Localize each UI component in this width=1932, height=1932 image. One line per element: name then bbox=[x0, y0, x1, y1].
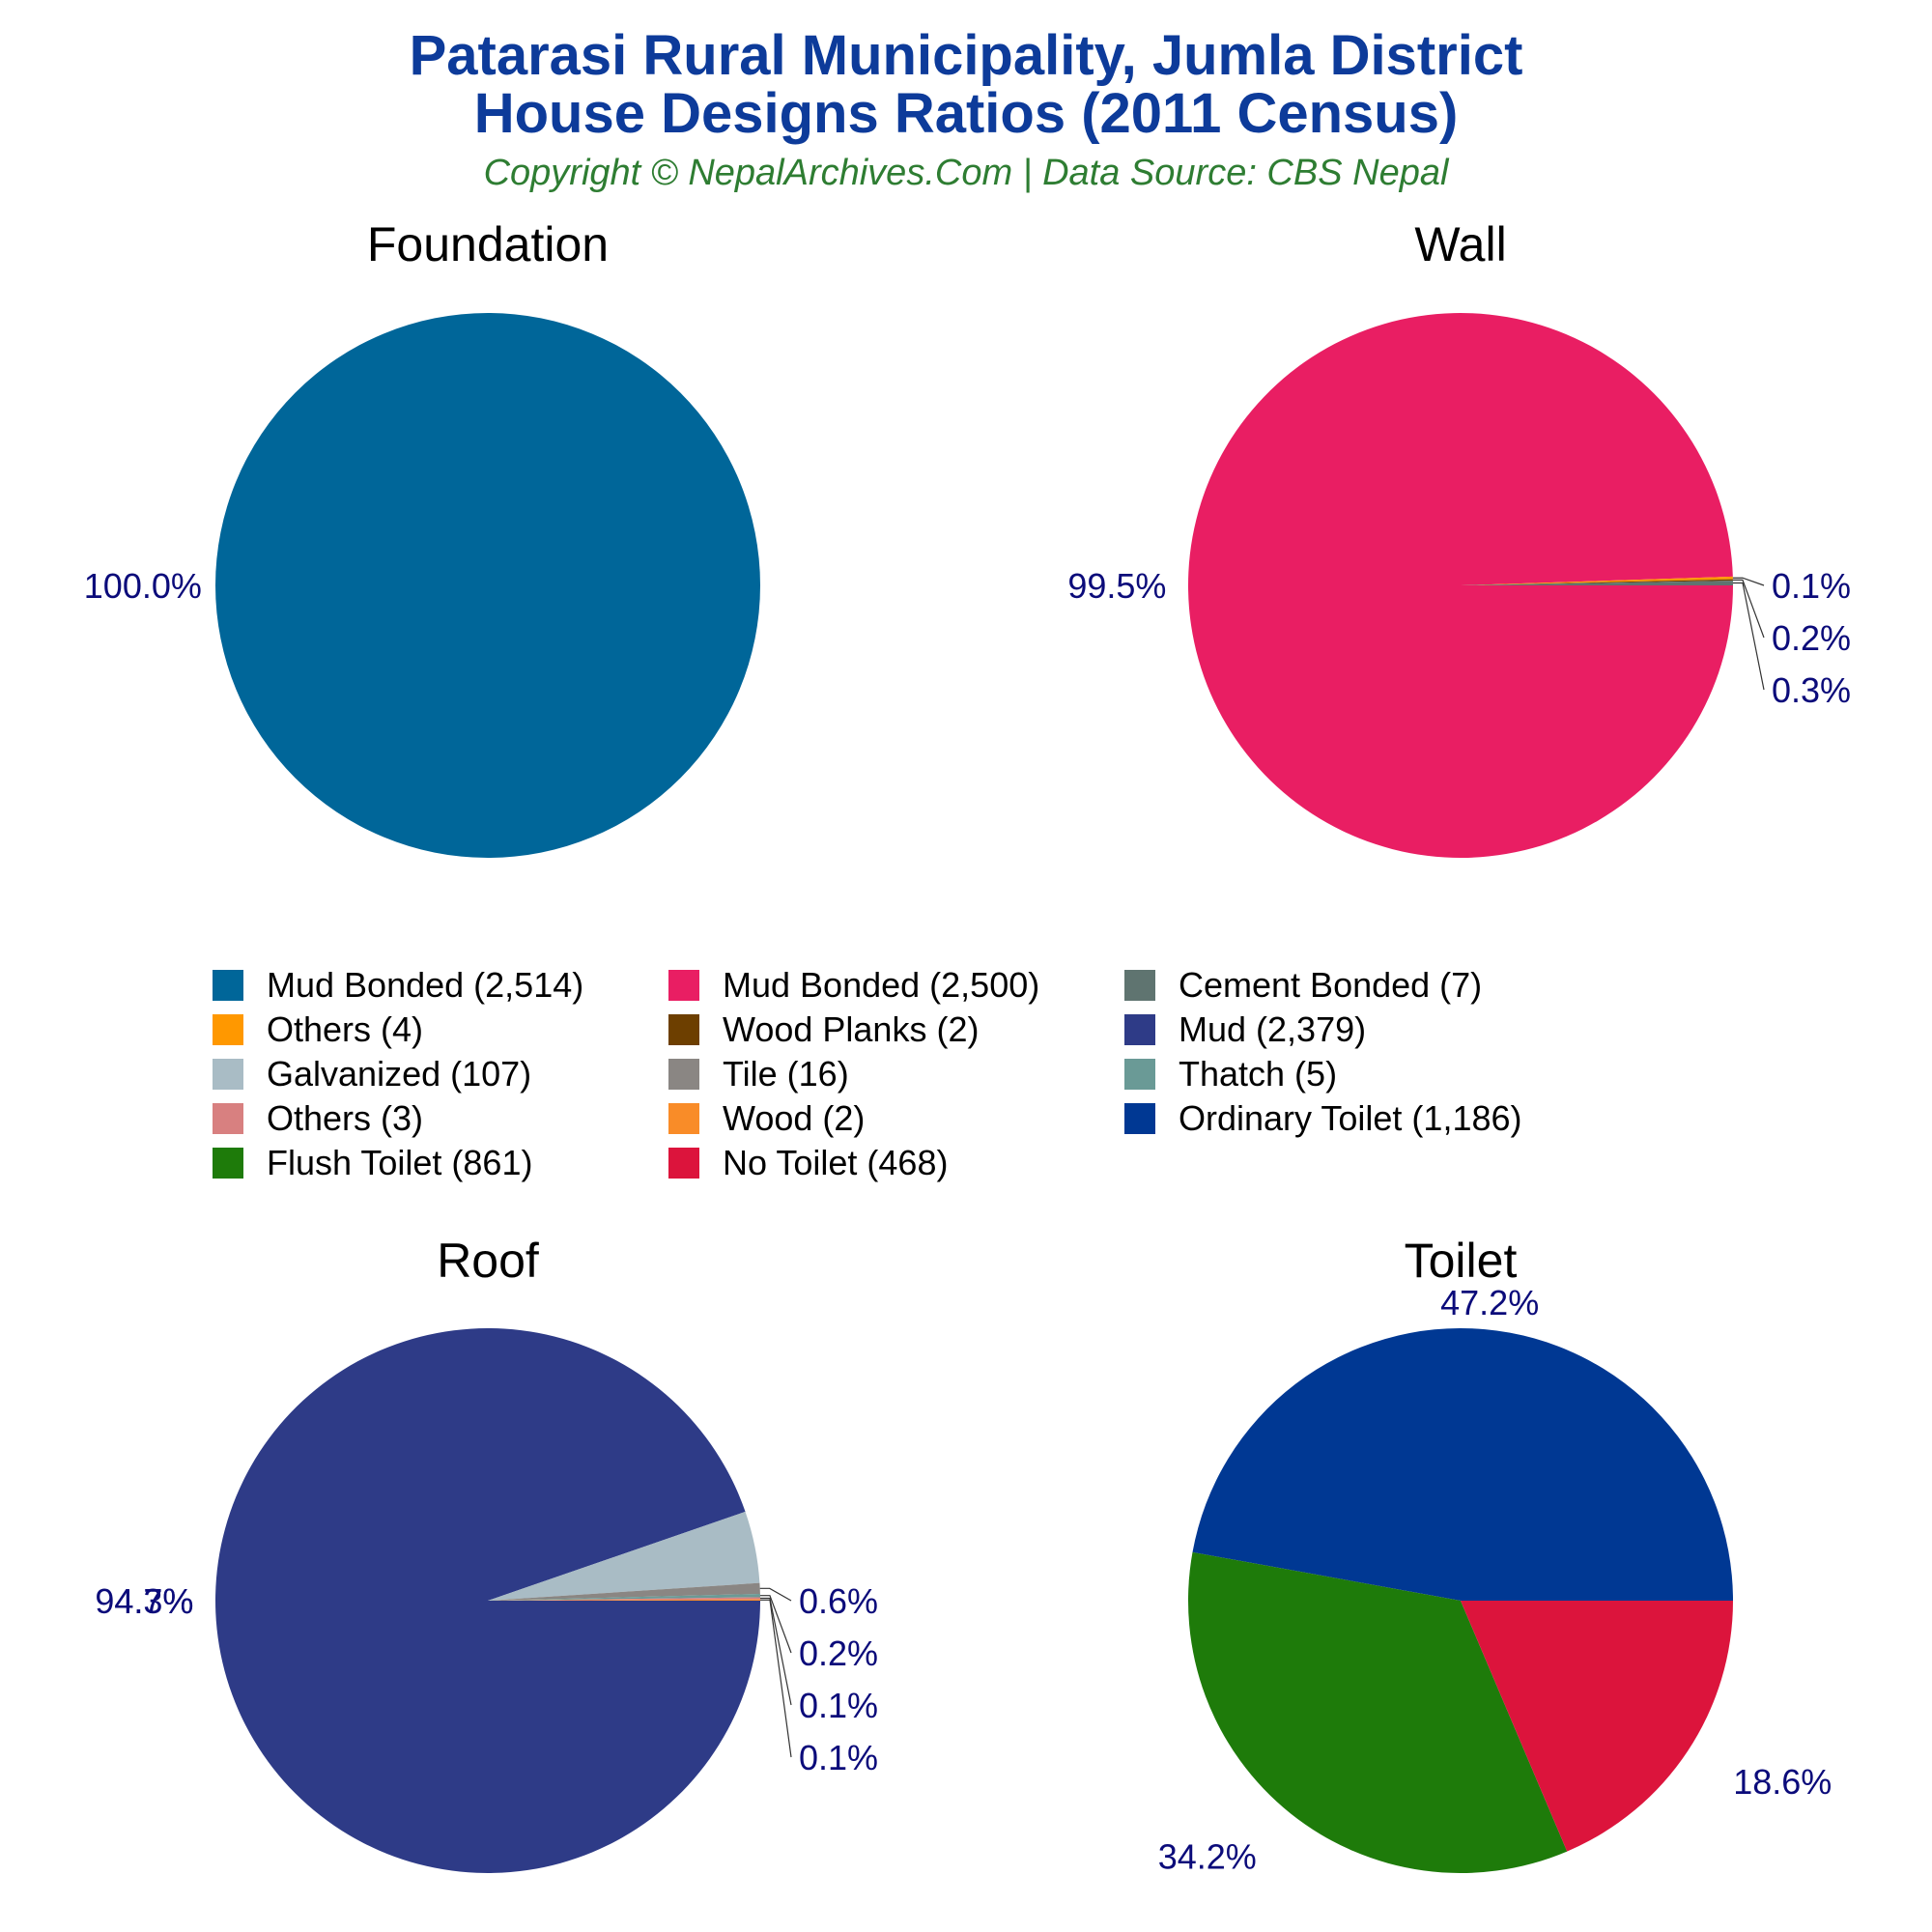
pct-label-foundation-mud-bonded: 100.0% bbox=[84, 566, 202, 606]
pie-title-roof: Roof bbox=[437, 1234, 539, 1288]
legend-label: Mud Bonded (2,500) bbox=[723, 965, 1040, 1005]
legend-label: Wood (2) bbox=[723, 1098, 866, 1138]
pct-label-toilet-flush-toilet: 34.2% bbox=[1158, 1836, 1257, 1876]
pie-roof: Roof 94.7%4.3% 0.6% 0.2% 0.1% 0.1% bbox=[95, 1234, 878, 1873]
legend-item: Others (3) bbox=[213, 1097, 423, 1140]
pie-wall: Wall 99.5% 0.1% 0.2% 0.3% bbox=[1067, 217, 1851, 859]
pct-label-toilet-ordinary-toilet: 47.2% bbox=[1440, 1283, 1539, 1322]
legend-swatch bbox=[1124, 1014, 1155, 1045]
legend-item: Tile (16) bbox=[668, 1053, 849, 1095]
pct-label-roof-thatch: 0.2% bbox=[799, 1634, 878, 1673]
pie-slice-roof-tile bbox=[488, 1582, 760, 1601]
legend-swatch bbox=[1124, 1103, 1155, 1134]
legend-label: Others (4) bbox=[267, 1009, 424, 1049]
legend-label: Ordinary Toilet (1,186) bbox=[1179, 1098, 1522, 1138]
pie-slice-roof-galvanized bbox=[488, 1511, 760, 1601]
legend-swatch bbox=[213, 1059, 243, 1090]
legend-label: Wood Planks (2) bbox=[723, 1009, 980, 1049]
leader-line bbox=[1732, 582, 1765, 691]
legend-item: Mud Bonded (2,514) bbox=[213, 964, 583, 1007]
legend-swatch bbox=[213, 1148, 243, 1179]
leader-line bbox=[1732, 579, 1765, 639]
leader-line bbox=[1732, 577, 1765, 586]
leader-line bbox=[759, 1599, 792, 1758]
pie-slice-toilet-no-toilet bbox=[1461, 1601, 1733, 1852]
pie-foundation: Foundation 100.0% bbox=[84, 217, 760, 858]
legend-label: Others (3) bbox=[267, 1098, 424, 1138]
pct-label-wall-wood-planks: 0.2% bbox=[1772, 618, 1851, 658]
pct-label-roof-others: 0.1% bbox=[799, 1686, 878, 1725]
legend-label: Mud (2,379) bbox=[1179, 1009, 1367, 1049]
pie-slice-wall-wood-planks bbox=[1461, 579, 1733, 585]
pie-slice-roof-others bbox=[488, 1597, 760, 1601]
chart-subtitle: Copyright © NepalArchives.Com | Data Sou… bbox=[483, 153, 1449, 193]
legend-label: Thatch (5) bbox=[1179, 1054, 1338, 1094]
legend-swatch bbox=[213, 1014, 243, 1045]
pie-slice-toilet-flush-toilet bbox=[1188, 1551, 1568, 1873]
legend-swatch bbox=[668, 1059, 699, 1090]
legend-label: No Toilet (468) bbox=[723, 1143, 949, 1182]
legend-item: No Toilet (468) bbox=[668, 1142, 948, 1184]
pie-slice-toilet-ordinary-toilet bbox=[1192, 1328, 1733, 1601]
legend-label: Mud Bonded (2,514) bbox=[267, 965, 584, 1005]
leader-line bbox=[759, 1597, 792, 1706]
legend-item: Thatch (5) bbox=[1124, 1053, 1337, 1095]
pct-label-wall-cement-bonded: 0.3% bbox=[1772, 670, 1851, 710]
legend-item: Mud (2,379) bbox=[1124, 1009, 1366, 1051]
legend-swatch bbox=[1124, 1059, 1155, 1090]
leader-line bbox=[759, 1595, 792, 1654]
legend-swatch bbox=[1124, 970, 1155, 1001]
legend-item: Cement Bonded (7) bbox=[1124, 964, 1482, 1007]
legend-item: Others (4) bbox=[213, 1009, 423, 1051]
pct-label-wall-mud-bonded: 99.5% bbox=[1067, 566, 1166, 606]
legend-item: Wood (2) bbox=[668, 1097, 865, 1140]
legend-item: Wood Planks (2) bbox=[668, 1009, 979, 1051]
pie-title-wall: Wall bbox=[1414, 217, 1506, 271]
pct-label-roof-mud: 94.7% bbox=[95, 1581, 193, 1621]
legend-label: Tile (16) bbox=[723, 1054, 849, 1094]
legend-swatch bbox=[668, 1014, 699, 1045]
legend-swatch bbox=[668, 1103, 699, 1134]
pct-label-wall-others: 0.1% bbox=[1772, 566, 1851, 606]
legend-swatch bbox=[668, 970, 699, 1001]
legend-item: Mud Bonded (2,500) bbox=[668, 964, 1039, 1007]
chart-title-line-2: House Designs Ratios (2011 Census) bbox=[473, 82, 1459, 145]
legend-swatch bbox=[668, 1148, 699, 1179]
pie-slice-roof-wood bbox=[488, 1599, 761, 1601]
pie-slice-roof-thatch bbox=[488, 1593, 760, 1601]
pie-title-foundation: Foundation bbox=[367, 217, 609, 271]
pct-label-roof-galvanized: 4.3% bbox=[114, 1581, 193, 1621]
pie-slice-wall-others bbox=[1461, 576, 1733, 585]
legend-swatch bbox=[213, 1103, 243, 1134]
legend-item: Galvanized (107) bbox=[213, 1053, 531, 1095]
legend-swatch bbox=[213, 970, 243, 1001]
legend-item: Flush Toilet (861) bbox=[213, 1142, 532, 1184]
legend-label: Cement Bonded (7) bbox=[1179, 965, 1483, 1005]
pie-slice-foundation-mud-bonded bbox=[215, 313, 760, 858]
pct-label-roof-wood: 0.1% bbox=[799, 1738, 878, 1777]
pct-label-roof-tile: 0.6% bbox=[799, 1581, 878, 1621]
pie-slice-wall-mud-bonded bbox=[1187, 313, 1733, 859]
legend-label: Galvanized (107) bbox=[267, 1054, 532, 1094]
legend-item: Ordinary Toilet (1,186) bbox=[1124, 1097, 1522, 1140]
chart-title-line-1: Patarasi Rural Municipality, Jumla Distr… bbox=[409, 24, 1523, 87]
legend-label: Flush Toilet (861) bbox=[267, 1143, 533, 1182]
pct-label-toilet-no-toilet: 18.6% bbox=[1733, 1762, 1832, 1802]
pie-title-toilet: Toilet bbox=[1405, 1234, 1518, 1288]
pie-slice-wall-cement-bonded bbox=[1461, 581, 1734, 585]
leader-line bbox=[759, 1587, 792, 1602]
